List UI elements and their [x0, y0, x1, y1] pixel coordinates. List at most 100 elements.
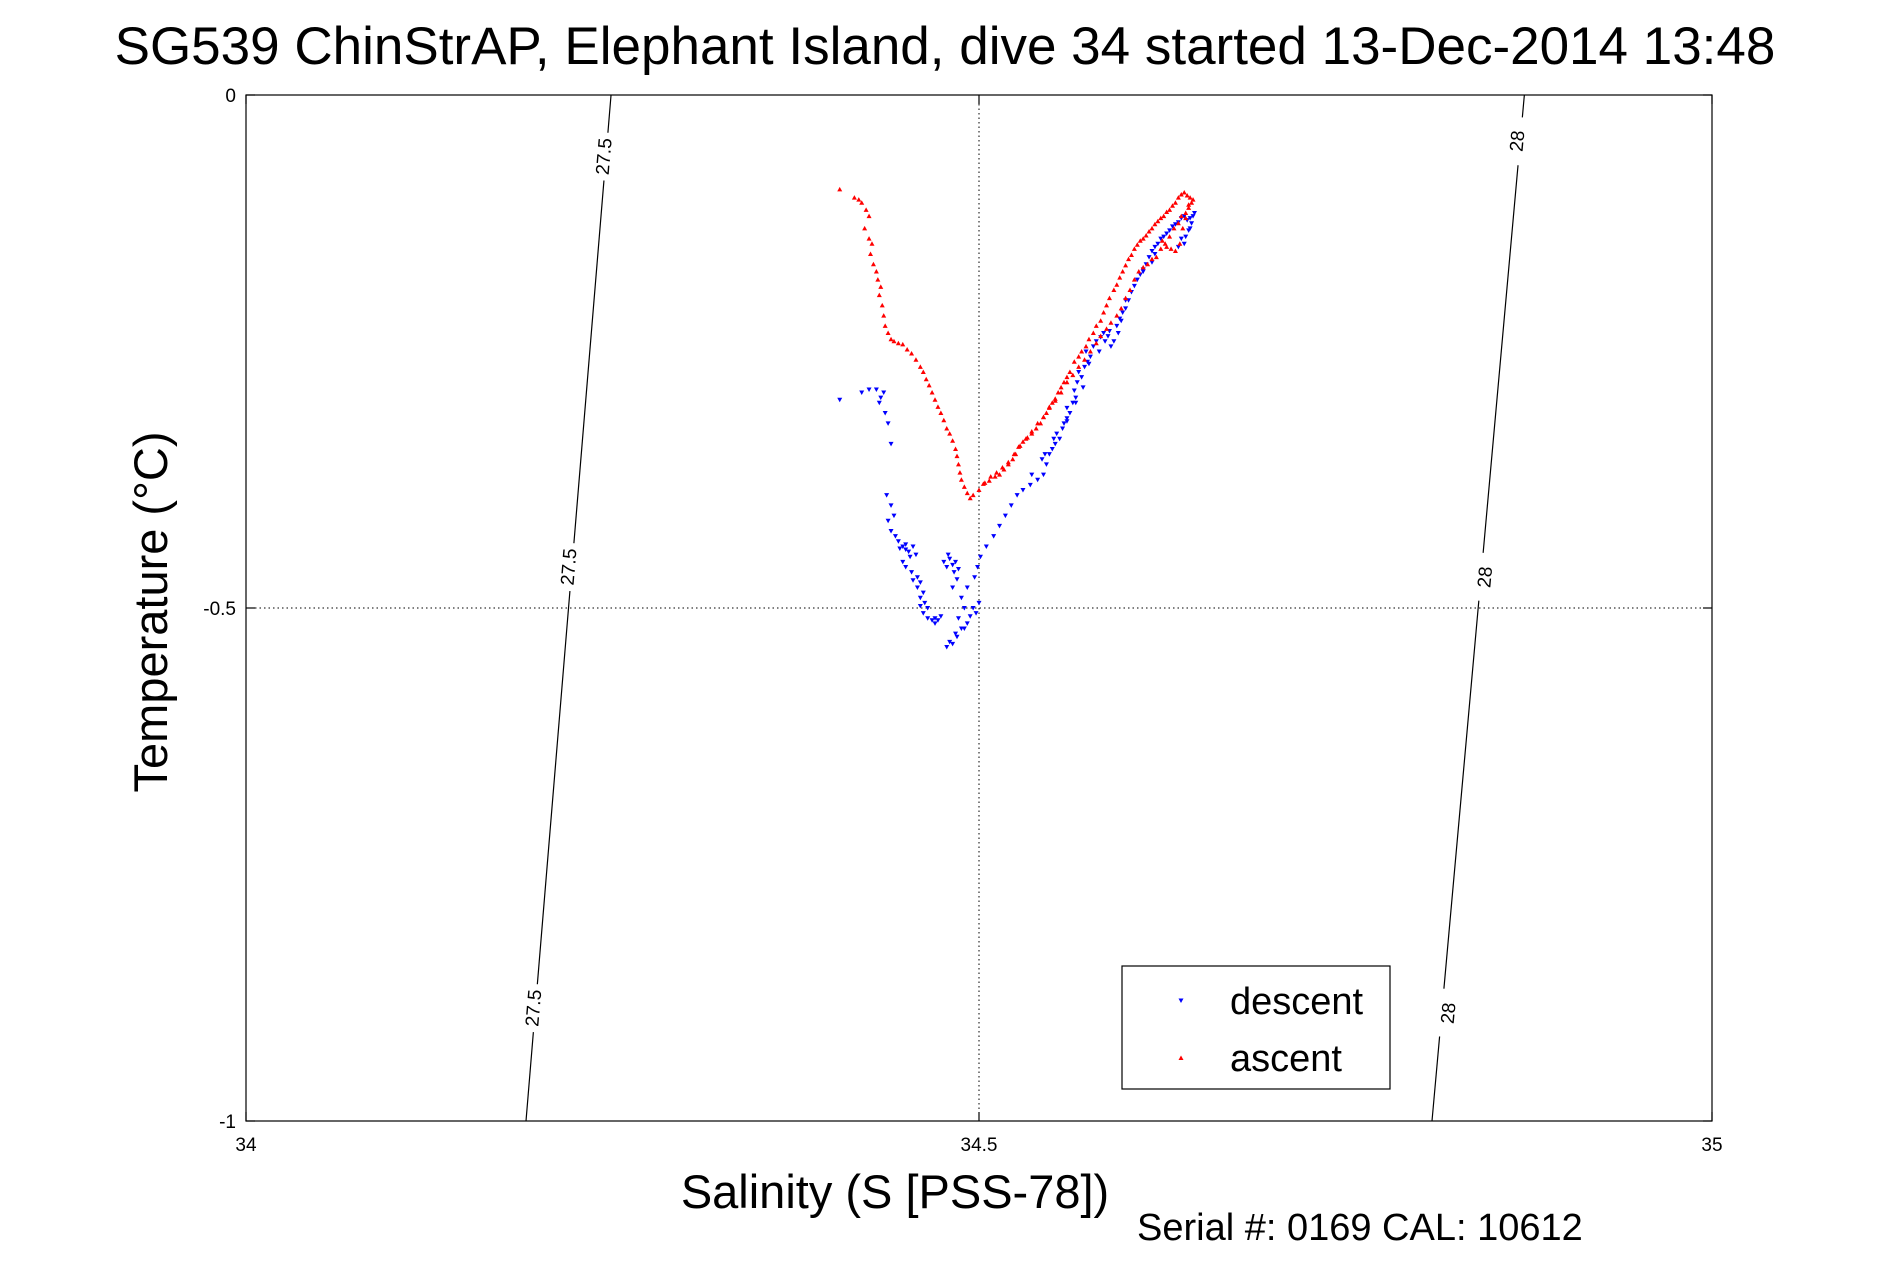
contour-label-gap: [1471, 552, 1502, 603]
ascent-point: [1114, 313, 1120, 318]
descent-point: [1187, 226, 1193, 231]
ascent-point: [1181, 189, 1187, 195]
descent-point: [951, 570, 957, 575]
ascent-point: [992, 474, 998, 479]
descent-point: [1158, 236, 1164, 242]
descent-point: [873, 387, 879, 392]
ascent-point: [1083, 343, 1089, 349]
descent-point: [941, 559, 947, 565]
descent-point: [1187, 216, 1193, 221]
ascent-point: [870, 261, 876, 267]
descent-point: [888, 503, 894, 508]
ascent-point: [1086, 336, 1092, 342]
ascent-point: [1171, 225, 1177, 231]
descent-point: [906, 549, 912, 555]
ascent-point: [976, 487, 982, 493]
descent-point: [1074, 380, 1080, 385]
ascent-point: [1052, 398, 1058, 403]
descent-point: [1115, 331, 1121, 336]
ascent-point: [1029, 429, 1035, 434]
ascent-point: [895, 340, 901, 346]
descent-point: [1027, 482, 1033, 488]
descent-point: [920, 590, 926, 596]
ascent-point: [1123, 295, 1129, 301]
ascent-point: [982, 480, 988, 485]
descent-point: [1073, 395, 1079, 401]
ascent-point: [1152, 221, 1158, 227]
ascent-point: [1067, 369, 1073, 375]
ascent-point: [1131, 277, 1137, 282]
ascent-point: [1104, 302, 1110, 308]
ascent-point: [1175, 195, 1181, 200]
ascent-point: [917, 364, 923, 369]
y-tick-label: -0.5: [203, 599, 236, 620]
descent-point: [837, 397, 843, 403]
ascent-point: [1017, 443, 1023, 448]
descent-point: [1080, 385, 1086, 390]
descent-point: [884, 493, 890, 498]
descent-point: [913, 552, 919, 558]
descent-point: [1131, 283, 1137, 289]
ascent-point: [1186, 205, 1192, 210]
descent-point: [1061, 421, 1067, 426]
descent-point: [1120, 310, 1126, 316]
descent-point: [910, 544, 916, 549]
x-axis-label: Salinity (S [PSS-78]): [681, 1165, 1109, 1218]
ascent-point: [964, 490, 970, 496]
descent-point: [1190, 214, 1196, 219]
ascent-point: [1093, 340, 1099, 346]
descent-point: [859, 390, 865, 396]
ascent-point: [970, 492, 976, 498]
ascent-point: [1070, 372, 1076, 378]
descent-point: [950, 562, 956, 568]
series-ascent: [837, 186, 1196, 501]
legend-descent-label: descent: [1230, 981, 1364, 1023]
ascent-point: [1071, 359, 1077, 364]
axis-ticks: 34 34.5 35 -1 -0.5 0: [203, 86, 1722, 1156]
descent-point: [947, 639, 953, 645]
ascent-point: [1164, 244, 1170, 249]
ascent-point: [1167, 207, 1173, 212]
descent-point: [1118, 318, 1124, 324]
ascent-point: [941, 417, 947, 423]
descent-point: [970, 606, 976, 611]
ascent-point: [923, 376, 929, 382]
descent-point: [903, 564, 909, 570]
ascent-point: [1064, 374, 1070, 380]
ascent-point: [1058, 384, 1064, 390]
ascent-point: [875, 277, 881, 282]
ascent-point: [1020, 439, 1026, 444]
ascent-point: [1076, 364, 1082, 369]
contour-label-28: 28: [1438, 1002, 1461, 1025]
ascent-point: [1153, 254, 1159, 260]
ascent-point: [869, 241, 875, 246]
ascent-point: [1158, 215, 1164, 221]
ascent-point: [881, 313, 887, 318]
descent-point: [1008, 503, 1014, 508]
ascent-point: [1170, 203, 1176, 208]
ascent-point: [935, 404, 941, 409]
ascent-point: [1145, 261, 1151, 267]
descent-point: [973, 611, 979, 616]
descent-point: [1161, 234, 1167, 240]
descent-point: [903, 547, 909, 553]
descent-point: [1149, 260, 1155, 265]
descent-point: [1073, 400, 1079, 406]
descent-point: [1146, 255, 1152, 260]
descent-point: [938, 614, 944, 619]
descent-point: [972, 575, 978, 580]
descent-point: [976, 600, 982, 606]
descent-point: [964, 621, 970, 626]
ascent-point: [997, 472, 1003, 477]
descent-point: [888, 529, 894, 534]
ascent-point: [1172, 200, 1178, 205]
x-tick-label: 34.5: [961, 1135, 998, 1156]
ascent-point: [961, 484, 967, 489]
descent-point: [917, 580, 923, 585]
descent-point: [1164, 231, 1170, 237]
contour-label-gap: [1503, 116, 1534, 167]
descent-point: [1096, 349, 1102, 354]
descent-point: [917, 595, 923, 601]
descent-point: [1102, 339, 1108, 344]
